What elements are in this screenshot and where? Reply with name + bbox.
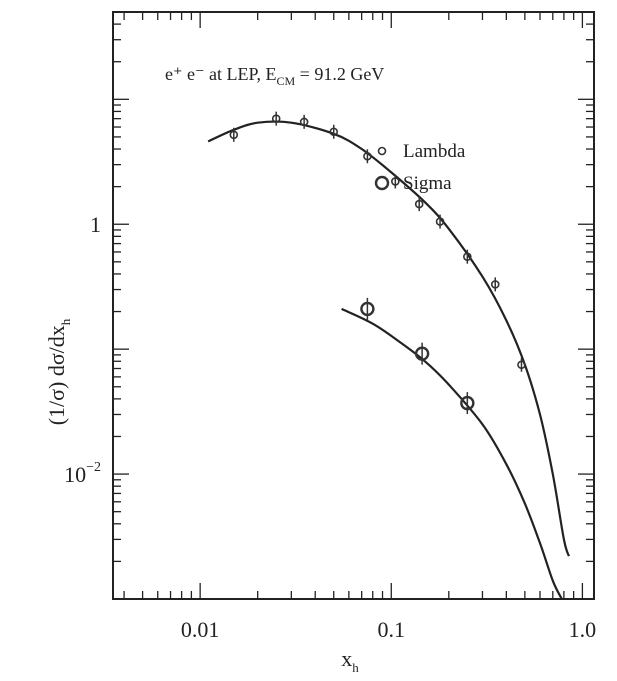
sigma-fit-curve [341, 307, 563, 600]
tick-labels: 0.01 0.1 1.0 1 10−2 [64, 212, 596, 642]
lambda-fit-curve [207, 120, 570, 557]
data-points [229, 111, 526, 415]
lambda-point [299, 117, 309, 127]
sigma-point [460, 395, 475, 411]
legend-sigma-marker [374, 175, 390, 191]
legend-lambda-label: Lambda [403, 141, 466, 162]
lambda-point [229, 130, 239, 140]
x-tick-label: 1.0 [569, 617, 597, 642]
y-axis-title: (1/σ) dσ/dxh [44, 318, 73, 425]
y-tick-label: 10−2 [64, 460, 101, 487]
sigma-point [360, 301, 375, 317]
fit-curves [207, 120, 570, 600]
x-tick-label: 0.01 [181, 617, 220, 642]
x-axis-title: xh [341, 646, 359, 675]
lambda-point [271, 114, 281, 123]
legend: Lambda Sigma [374, 141, 466, 194]
lambda-point [329, 127, 339, 137]
sigma-point [414, 346, 430, 361]
legend-lambda-marker [377, 146, 387, 156]
legend-sigma-label: Sigma [403, 173, 452, 194]
lambda-point [490, 280, 500, 289]
axis-ticks [113, 11, 594, 600]
plot-frame [112, 11, 595, 600]
lambda-point [363, 151, 372, 161]
lambda-point [414, 199, 424, 209]
lambda-point [391, 177, 400, 186]
lambda-point [517, 360, 526, 370]
x-tick-label: 0.1 [378, 617, 406, 642]
y-tick-label: 1 [90, 212, 101, 237]
lambda-point [463, 252, 472, 261]
lambda-point [435, 217, 445, 226]
annotation: e⁺ e⁻ at LEP, ECM = 91.2 GeV [165, 64, 384, 88]
